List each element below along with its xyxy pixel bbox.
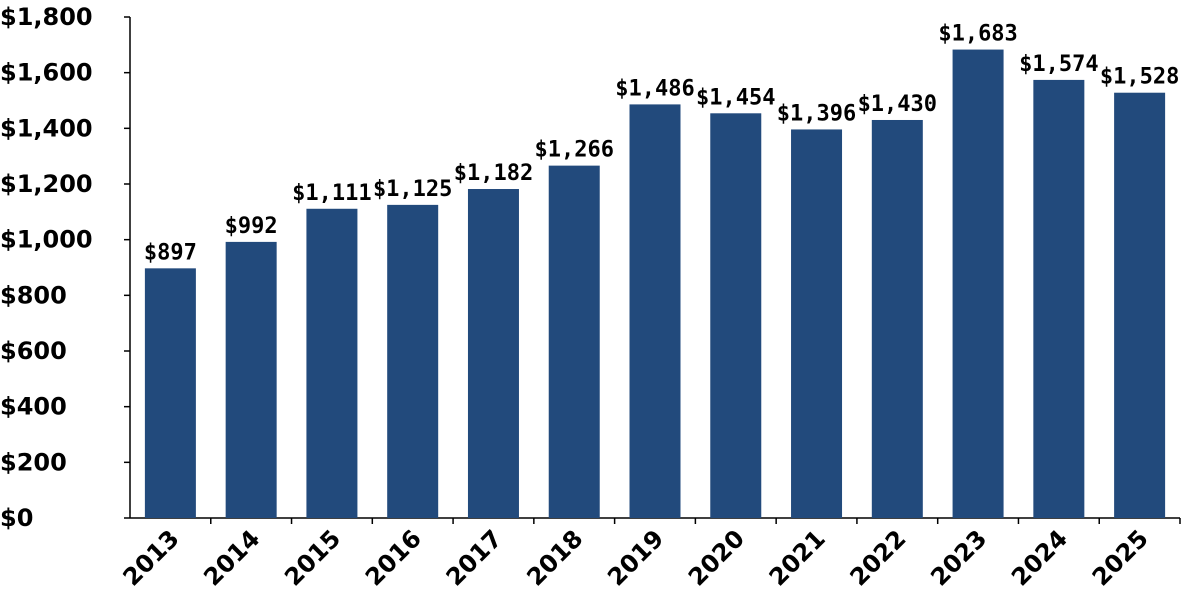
x-tick-label: 2022 xyxy=(845,524,912,591)
data-label: $1,454 xyxy=(696,85,775,110)
x-tick-label: 2024 xyxy=(1006,524,1073,591)
x-tick-label: 2019 xyxy=(602,524,669,591)
x-tick-label: 2021 xyxy=(764,524,831,591)
data-label: $1,111 xyxy=(292,181,371,206)
y-tick-label: $800 xyxy=(0,281,67,309)
data-label: $1,486 xyxy=(615,76,694,101)
bar-2024 xyxy=(1033,79,1085,519)
data-label: $1,125 xyxy=(373,177,452,202)
bar-2021 xyxy=(791,129,843,519)
y-tick-label: $1,200 xyxy=(0,170,93,198)
bar-2022 xyxy=(871,119,923,518)
data-label: $1,683 xyxy=(938,22,1017,47)
x-tick-label: 2018 xyxy=(521,524,588,591)
y-tick-label: $0 xyxy=(0,504,33,532)
x-tick-label: 2015 xyxy=(279,524,346,591)
data-label: $1,266 xyxy=(534,138,613,163)
x-tick-label: 2014 xyxy=(198,524,265,591)
bars xyxy=(144,49,1166,519)
bar-2020 xyxy=(710,113,762,518)
y-tick-label: $1,400 xyxy=(0,114,93,142)
x-tick-label: 2017 xyxy=(441,524,508,591)
y-tick-label: $400 xyxy=(0,393,67,421)
data-label: $897 xyxy=(144,240,197,265)
data-label: $1,574 xyxy=(1019,52,1098,77)
data-labels: $897$992$1,111 $1,125$1,182$1,266$1,486 $1… xyxy=(144,22,1179,266)
x-tick-label: 2025 xyxy=(1087,524,1154,591)
bar-2025 xyxy=(1114,92,1166,518)
y-tick-label: $1,600 xyxy=(0,59,93,87)
x-tick-label: 2020 xyxy=(683,524,750,591)
data-label: $1,528 xyxy=(1100,65,1179,90)
y-axis: $0 $200 $400 $600 $800 $1,000 $1,200 $1,400 $1,6… xyxy=(0,3,131,532)
bar-2013 xyxy=(144,268,196,518)
bar-2014 xyxy=(225,241,277,519)
data-label: $992 xyxy=(225,214,278,239)
y-tick-label: $200 xyxy=(0,448,67,476)
x-tick-label: 2016 xyxy=(360,524,427,591)
x-tick-label: 2013 xyxy=(118,524,185,591)
x-tick-label: 2023 xyxy=(925,524,992,591)
data-label: $1,182 xyxy=(454,161,533,186)
bar-2016 xyxy=(387,204,439,518)
x-axis: 2013 2014 2015 2016 2017 2018 2019 2020 2021 2022… xyxy=(118,517,1181,591)
y-tick-label: $1,000 xyxy=(0,226,93,254)
bar-2017 xyxy=(467,189,519,518)
y-tick-label: $600 xyxy=(0,337,67,365)
bar-2019 xyxy=(629,104,681,518)
bar-2023 xyxy=(952,49,1004,518)
y-tick-label: $1,800 xyxy=(0,3,93,31)
bar-2015 xyxy=(306,208,358,518)
data-label: $1,430 xyxy=(858,92,937,117)
data-label: $1,396 xyxy=(777,101,856,126)
bar-2018 xyxy=(548,165,600,518)
